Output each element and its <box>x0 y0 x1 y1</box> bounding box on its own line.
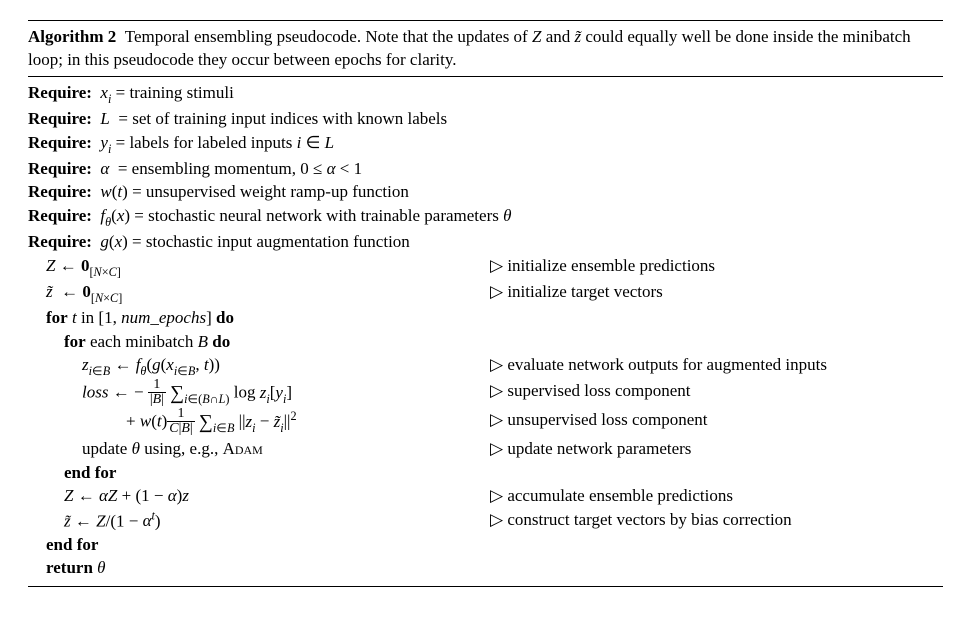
code-comment: ▷ supervised loss component <box>490 379 691 402</box>
code-left: zi∈B ← fθ(g(xi∈B, t)) <box>28 353 220 379</box>
code-lines: Z ← 0[N×C] ▷ initialize ensemble predicti… <box>28 254 943 580</box>
code-line: end for <box>28 461 943 484</box>
require-line: Require: L = set of training input indic… <box>28 107 943 130</box>
code-line: for each minibatch B do <box>28 330 943 353</box>
code-comment: ▷ initialize ensemble predictions <box>490 254 715 277</box>
code-comment: ▷ evaluate network outputs for augmented… <box>490 353 827 376</box>
code-line: end for <box>28 533 943 556</box>
code-comment: ▷ construct target vectors by bias corre… <box>490 508 792 531</box>
code-line: for t in [1, num_epochs] do <box>28 306 943 329</box>
code-left: Z ← αZ + (1 − α)z <box>28 484 189 507</box>
code-left: z̃ ← Z/(1 − αt) <box>28 508 161 533</box>
code-left: for each minibatch B do <box>28 330 230 353</box>
code-left: z̃ ← 0[N×C] <box>28 280 122 306</box>
code-line: Z ← αZ + (1 − α)z ▷ accumulate ensemble p… <box>28 484 943 507</box>
code-comment: ▷ unsupervised loss component <box>490 408 708 431</box>
code-left: return θ <box>28 556 106 579</box>
code-line: z̃ ← 0[N×C] ▷ initialize target vectors <box>28 280 943 306</box>
code-line: update θ using, e.g., Adam ▷ update netwo… <box>28 437 943 460</box>
require-list: Require: xi = training stimuliRequire: L… <box>28 81 943 254</box>
algorithm-block: Algorithm 2 Temporal ensembling pseudoco… <box>28 20 943 587</box>
code-left: end for <box>28 461 116 484</box>
code-line: zi∈B ← fθ(g(xi∈B, t)) ▷ evaluate network … <box>28 353 943 379</box>
require-line: Require: w(t) = unsupervised weight ramp… <box>28 180 943 203</box>
require-line: Require: g(x) = stochastic input augment… <box>28 230 943 253</box>
code-left: end for <box>28 533 98 556</box>
code-comment: ▷ accumulate ensemble predictions <box>490 484 733 507</box>
code-left: Z ← 0[N×C] <box>28 254 121 280</box>
code-line: return θ <box>28 556 943 579</box>
algorithm-title: Algorithm 2 Temporal ensembling pseudoco… <box>28 21 943 77</box>
code-left: loss ← − 1|B| ∑i∈(B∩L) log zi[yi] <box>28 379 292 408</box>
code-comment: ▷ initialize target vectors <box>490 280 663 303</box>
code-left: update θ using, e.g., Adam <box>28 437 263 460</box>
algorithm-number: Algorithm 2 <box>28 27 116 46</box>
code-left: for t in [1, num_epochs] do <box>28 306 234 329</box>
algorithm-body: Require: xi = training stimuliRequire: L… <box>28 77 943 586</box>
require-line: Require: α = ensembling momentum, 0 ≤ α … <box>28 157 943 180</box>
code-line: + w(t)1C|B| ∑i∈B ||zi − z̃i||2 ▷ unsuperv… <box>28 408 943 437</box>
require-line: Require: fθ(x) = stochastic neural netwo… <box>28 204 943 230</box>
require-line: Require: yi = labels for labeled inputs … <box>28 131 943 157</box>
code-line: z̃ ← Z/(1 − αt) ▷ construct target vector… <box>28 508 943 533</box>
code-line: loss ← − 1|B| ∑i∈(B∩L) log zi[yi] ▷ super… <box>28 379 943 408</box>
code-comment: ▷ update network parameters <box>490 437 691 460</box>
require-line: Require: xi = training stimuli <box>28 81 943 107</box>
code-line: Z ← 0[N×C] ▷ initialize ensemble predicti… <box>28 254 943 280</box>
code-left: + w(t)1C|B| ∑i∈B ||zi − z̃i||2 <box>28 408 297 437</box>
algorithm-caption: Temporal ensembling pseudocode. Note tha… <box>28 27 911 69</box>
